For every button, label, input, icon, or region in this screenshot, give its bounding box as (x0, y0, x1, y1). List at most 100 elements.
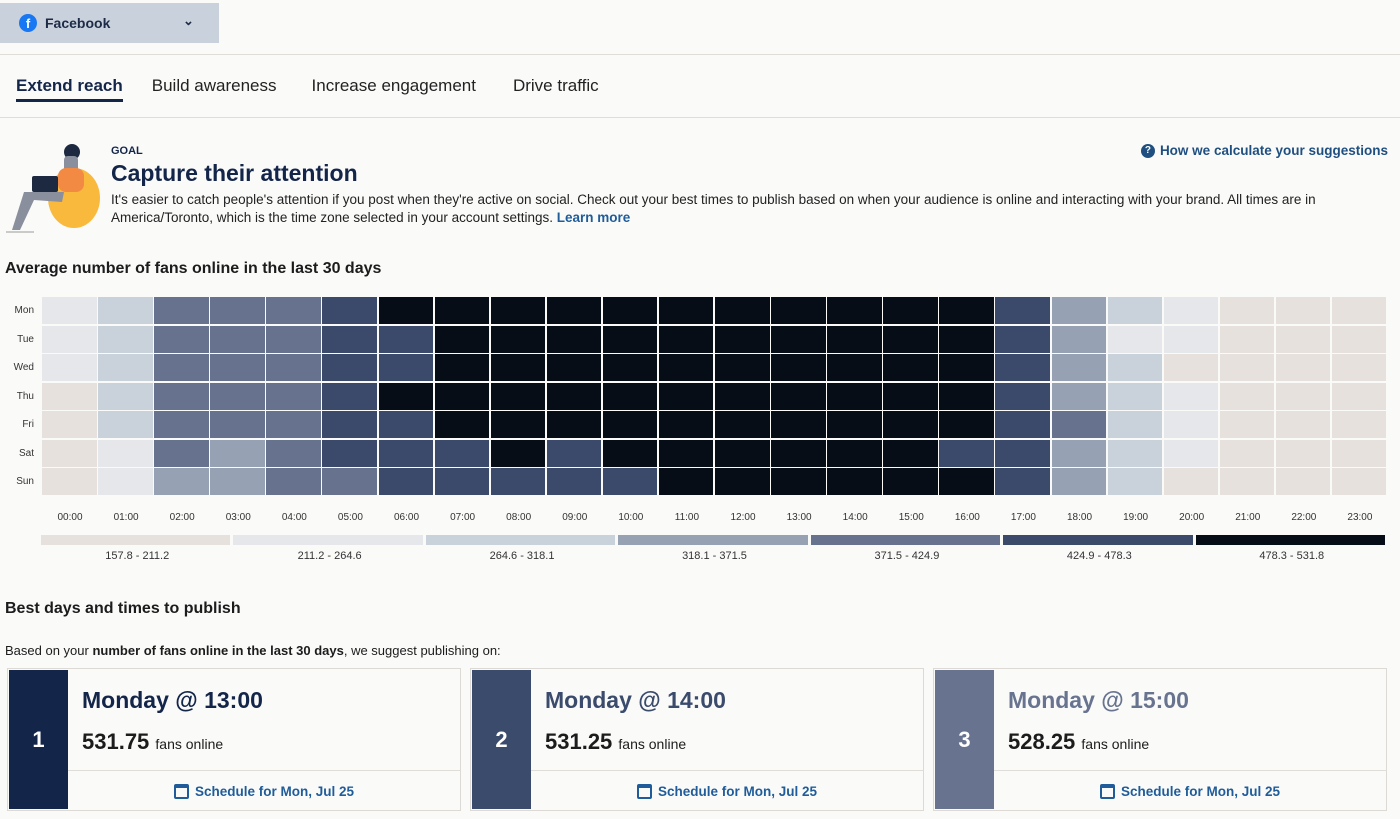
heatmap-cell (154, 411, 209, 439)
schedule-button[interactable]: Schedule for Mon, Jul 25 (994, 770, 1386, 811)
heatmap-column-label: 01:00 (113, 512, 139, 523)
fans-online: 531.75 fans online (82, 729, 223, 755)
heatmap-cell (827, 468, 882, 496)
best-times-title: Best days and times to publish (5, 600, 241, 617)
heatmap-column-label: 16:00 (954, 512, 980, 523)
heatmap-cell (322, 468, 377, 496)
legend-label: 478.3 - 531.8 (1259, 550, 1325, 562)
heatmap-column-label: 23:00 (1347, 512, 1373, 523)
heatmap-cell (434, 411, 490, 439)
heatmap-cell (771, 468, 826, 496)
legend-label: 318.1 - 371.5 (682, 550, 747, 562)
suggestion-card: 3 Monday @ 15:00 528.25 fans online Sche… (933, 668, 1387, 811)
heatmap-cell (1107, 297, 1163, 325)
person-on-beanbag-illustration (6, 144, 100, 233)
heatmap-cell (1275, 354, 1331, 382)
heatmap-cell (602, 411, 658, 439)
tab-extend-reach[interactable]: Extend reach (16, 76, 123, 102)
tab-build-awareness[interactable]: Build awareness (151, 76, 277, 95)
heatmap-cell (1331, 297, 1387, 325)
heatmap-cell (658, 325, 714, 353)
learn-more-link[interactable]: Learn more (556, 210, 631, 225)
heatmap-cell (1275, 382, 1331, 410)
heatmap-column-label: 22:00 (1291, 512, 1317, 523)
heatmap-cell (490, 468, 546, 496)
heatmap-cell (1163, 411, 1219, 439)
legend-label: 211.2 - 264.6 (297, 550, 362, 562)
how-link-label: How we calculate your suggestions (1159, 143, 1388, 158)
heatmap-cell (490, 325, 546, 353)
heatmap-cell (1051, 325, 1107, 353)
heatmap-cell (995, 297, 1050, 325)
schedule-label: Schedule for Mon, Jul 25 (657, 783, 818, 799)
heatmap-cell (154, 297, 209, 325)
calendar-icon (636, 783, 652, 799)
heatmap-cell (322, 297, 377, 325)
goal-eyebrow: GOAL (111, 145, 143, 157)
schedule-button[interactable]: Schedule for Mon, Jul 25 (531, 770, 923, 811)
heatmap-cell (434, 325, 490, 353)
heatmap-cell (1163, 439, 1219, 467)
fans-value: 531.25 (545, 729, 613, 754)
calendar-icon (173, 783, 189, 799)
heatmap-cell (995, 411, 1050, 439)
heatmap-cell (322, 439, 377, 467)
goal-description-text: It's easier to catch people's attention … (111, 192, 1316, 225)
heatmap-cell (1107, 382, 1163, 410)
heatmap-cell (602, 439, 658, 467)
suggested-time: Monday @ 14:00 (545, 687, 726, 713)
heatmap-cell (434, 382, 490, 410)
heatmap-cell (1331, 325, 1387, 353)
heatmap-column-label: 07:00 (450, 512, 476, 523)
network-select-label: Facebook (45, 15, 111, 31)
heatmap-cell (827, 439, 882, 467)
heatmap-cell (490, 439, 546, 467)
heatmap-cell (827, 325, 882, 353)
rank-badge: 3 (935, 670, 994, 809)
heatmap-cell (771, 297, 826, 325)
legend-swatch (810, 535, 1001, 545)
intro-post: , we suggest publishing on: (343, 643, 501, 658)
divider (0, 54, 1400, 55)
heatmap-cell (658, 382, 714, 410)
heatmap-cell (995, 382, 1050, 410)
tab-increase-engagement[interactable]: Increase engagement (311, 76, 476, 95)
heatmap-cell (1219, 382, 1275, 410)
heatmap-cell (322, 325, 377, 353)
heatmap-cell (658, 411, 714, 439)
heatmap-cell (1051, 468, 1107, 496)
heatmap-column-label: 19:00 (1123, 512, 1149, 523)
heatmap-cell (154, 382, 209, 410)
goal-tabs: Extend reach Build awareness Increase en… (16, 76, 628, 102)
heatmap-cell (98, 439, 153, 467)
heatmap-cell (1219, 354, 1275, 382)
help-icon: ? (1140, 143, 1155, 158)
heatmap-cell (1219, 297, 1275, 325)
fans-value: 528.25 (1008, 729, 1076, 754)
heatmap-cell (827, 411, 882, 439)
heatmap-cell (1051, 411, 1107, 439)
suggested-time: Monday @ 13:00 (82, 687, 263, 713)
heatmap-cell (210, 439, 265, 467)
heatmap-cell (883, 382, 938, 410)
heatmap-cell (771, 354, 826, 382)
heatmap-column-label: 08:00 (506, 512, 532, 523)
heatmap-cell (210, 382, 265, 410)
schedule-button[interactable]: Schedule for Mon, Jul 25 (68, 770, 460, 811)
network-select[interactable]: f Facebook ⌄ (0, 3, 219, 43)
facebook-icon: f (19, 14, 37, 32)
how-we-calculate-link[interactable]: ? How we calculate your suggestions (1140, 143, 1388, 158)
heatmap-cell (266, 411, 321, 439)
heatmap-cell (658, 468, 714, 496)
heatmap-column-label: 03:00 (225, 512, 251, 523)
heatmap-cell (1275, 297, 1331, 325)
rank-badge: 1 (9, 670, 68, 809)
heatmap-cell (1219, 325, 1275, 353)
tab-drive-traffic[interactable]: Drive traffic (512, 76, 599, 95)
heatmap-cell (98, 382, 153, 410)
heatmap-column-label: 04:00 (281, 512, 307, 523)
heatmap-column-label: 13:00 (786, 512, 812, 523)
heatmap-cell (995, 439, 1050, 467)
heatmap-cell (1219, 439, 1275, 467)
heatmap-row-label: Sun (16, 476, 34, 488)
